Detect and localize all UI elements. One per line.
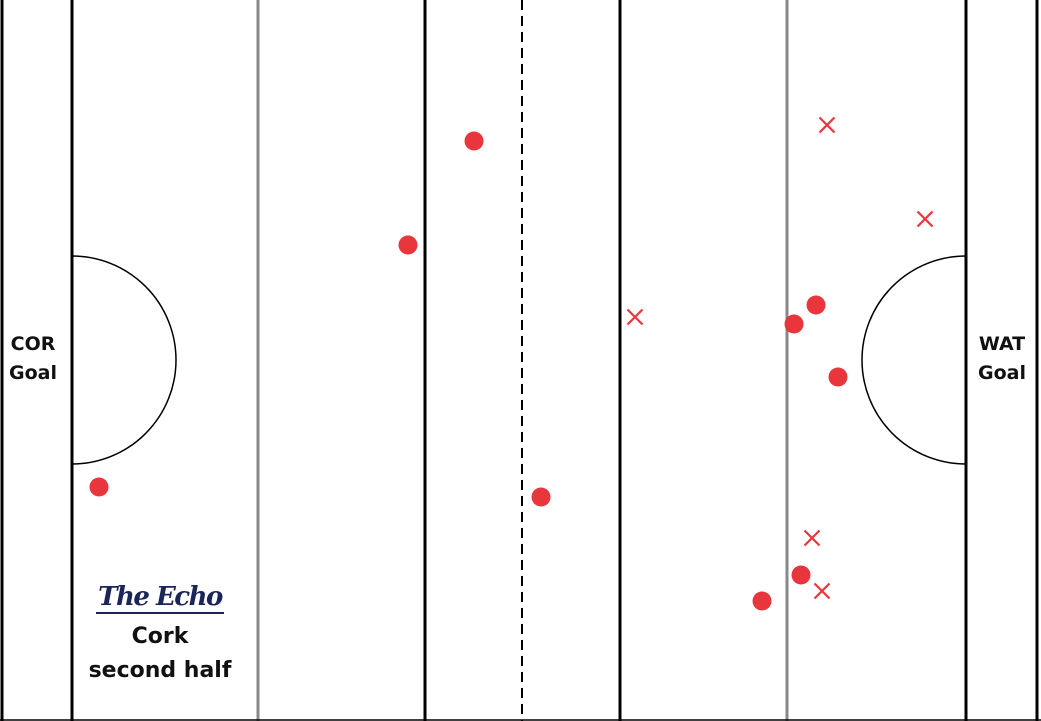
caption-period: second half [88,658,232,683]
point-marker [531,487,551,507]
shot-markers [89,116,934,611]
left-goal-word: Goal [9,362,57,384]
arc-left [71,255,177,465]
right-goal-label: WAT Goal [972,330,1032,388]
brand-block: The Echo Cork second half [70,582,250,688]
wide-marker [813,582,831,600]
point-marker [828,367,848,387]
caption-team: Cork [131,624,189,649]
left-goal-label: COR Goal [3,330,63,388]
point-marker [791,565,811,585]
wide-marker [916,210,934,228]
left-goal-team: COR [10,333,56,355]
point-marker [806,295,826,315]
brand-logo: The Echo [96,582,224,614]
wide-marker [626,308,644,326]
right-goal-word: Goal [978,362,1026,384]
point-marker [89,477,109,497]
wide-marker [803,529,821,547]
wide-marker [818,116,836,134]
arc-right [861,255,967,465]
caption: Cork second half [70,620,250,688]
right-goal-team: WAT [978,333,1026,355]
point-marker [464,131,484,151]
point-marker [398,235,418,255]
point-marker [784,314,804,334]
point-marker [752,591,772,611]
